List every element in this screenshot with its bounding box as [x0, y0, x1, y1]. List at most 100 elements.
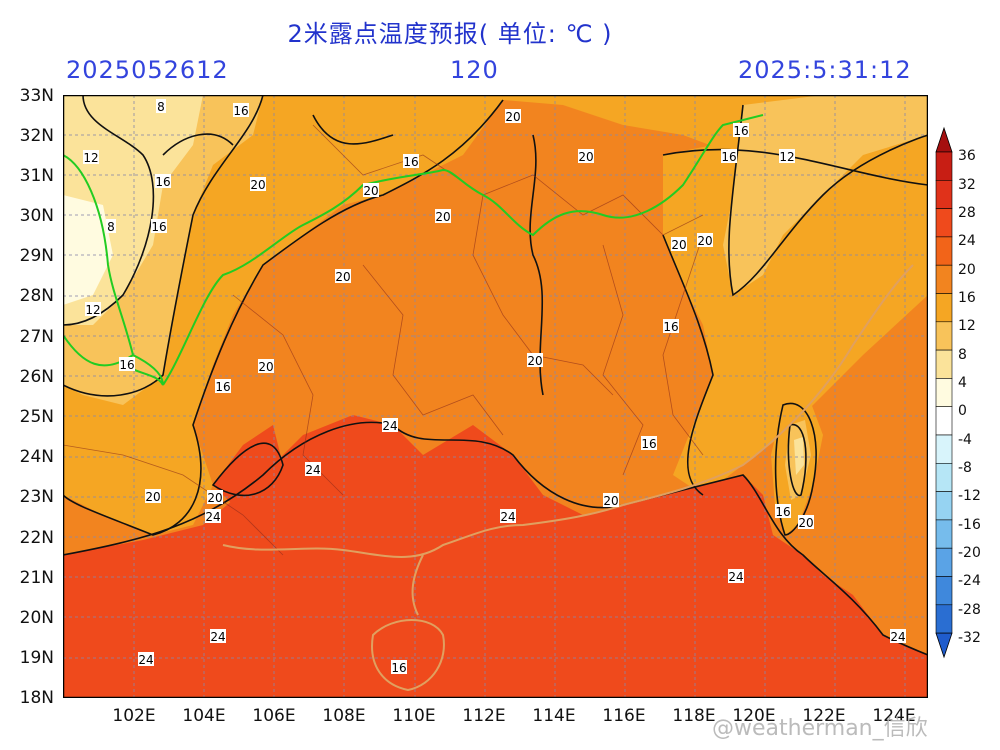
- svg-text:24: 24: [205, 510, 220, 524]
- lat-label: 32N: [19, 126, 54, 146]
- svg-text:16: 16: [733, 124, 748, 138]
- colorbar-label: -32: [958, 630, 981, 646]
- svg-text:20: 20: [527, 354, 542, 368]
- colorbar-cell: [935, 236, 953, 266]
- forecast-hour: 120: [450, 56, 499, 84]
- contour-label: 20: [527, 353, 543, 368]
- svg-text:12: 12: [83, 151, 98, 165]
- svg-text:16: 16: [721, 150, 736, 164]
- lon-label: 112E: [462, 706, 506, 726]
- lat-label: 31N: [19, 166, 54, 186]
- svg-text:20: 20: [207, 491, 222, 505]
- svg-text:24: 24: [728, 570, 743, 584]
- svg-text:16: 16: [775, 505, 790, 519]
- contour-label: 20: [603, 493, 619, 508]
- colorbar-cell: [935, 349, 953, 379]
- map-frame: [63, 95, 928, 698]
- colorbar-label: 24: [958, 233, 976, 249]
- lat-label: 25N: [19, 407, 54, 427]
- colorbar-top-arrow: [935, 126, 953, 153]
- svg-text:16: 16: [663, 320, 678, 334]
- svg-text:12: 12: [779, 150, 794, 164]
- colorbar-cell: [935, 293, 953, 323]
- contour-label: 16: [733, 123, 749, 138]
- contour-label: 8: [106, 219, 116, 234]
- watermark: @weatherman_信欣: [712, 716, 928, 741]
- colorbar-bottom-arrow: [935, 632, 953, 659]
- fill-16-20: [63, 95, 928, 535]
- colorbar-label: 0: [958, 403, 967, 419]
- lon-label: 114E: [532, 706, 576, 726]
- svg-text:24: 24: [500, 510, 515, 524]
- colorbar-label: -20: [958, 545, 981, 561]
- contour-label: 24: [890, 629, 906, 644]
- contour-label: 24: [138, 652, 154, 667]
- lat-label: 24N: [19, 447, 54, 467]
- svg-text:20: 20: [435, 210, 450, 224]
- lon-label: 104E: [182, 706, 226, 726]
- svg-text:24: 24: [382, 419, 397, 433]
- contour-label: 16: [641, 436, 657, 451]
- svg-text:16: 16: [151, 220, 166, 234]
- svg-text:16: 16: [391, 661, 406, 675]
- contour-label: 24: [205, 509, 221, 524]
- province-borders: [63, 124, 704, 556]
- init-time: 2025052612: [66, 56, 229, 84]
- fill-24-inland: [213, 425, 283, 505]
- colorbar-cell: [935, 604, 953, 634]
- contour-labels: 8 16 20 12 16 16 20 20 8 16 20 20 16 12 20 20 12 16 20 20 16…: [83, 99, 906, 675]
- colorbar-label: -24: [958, 573, 981, 589]
- contour-label: 16: [721, 149, 737, 164]
- svg-text:8: 8: [157, 100, 165, 114]
- colorbar-label: 32: [958, 177, 976, 193]
- lon-label: 122E: [802, 706, 846, 726]
- svg-text:20: 20: [250, 178, 265, 192]
- contour-label: 20: [798, 515, 814, 530]
- contour-label: 24: [305, 462, 321, 477]
- svg-text:24: 24: [138, 653, 153, 667]
- lat-label: 28N: [19, 286, 54, 306]
- contour-label: 16: [403, 154, 419, 169]
- lat-label: 18N: [19, 688, 54, 708]
- colorbar-cell: [935, 434, 953, 464]
- colorbar-cell: [935, 208, 953, 238]
- colorbar-cell: [935, 151, 953, 181]
- contour-label: 20: [363, 183, 379, 198]
- svg-text:20: 20: [363, 184, 378, 198]
- contour-label: 20: [505, 109, 521, 124]
- fill-12-16-ne: [723, 95, 928, 295]
- map-title: 2米露点温度预报( 单位: ℃ ): [287, 20, 613, 48]
- lat-label: 33N: [19, 86, 54, 106]
- colorbar-cells: [935, 126, 953, 659]
- contour-label: 20: [671, 237, 687, 252]
- svg-text:24: 24: [210, 630, 225, 644]
- contour-label: 20: [335, 269, 351, 284]
- colorbar-label: 4: [958, 375, 967, 391]
- colorbar-label: -28: [958, 602, 981, 618]
- lon-label: 116E: [602, 706, 646, 726]
- contour-label: 16: [391, 660, 407, 675]
- svg-text:20: 20: [603, 494, 618, 508]
- contour-label: 12: [779, 149, 795, 164]
- colorbar-cell: [935, 179, 953, 209]
- svg-text:16: 16: [155, 175, 170, 189]
- colorbar-cell: [935, 547, 953, 577]
- lon-label: 102E: [112, 706, 156, 726]
- contour-label: 20: [258, 359, 274, 374]
- contour-label: 16: [215, 379, 231, 394]
- colorbar-label: 36: [958, 148, 976, 164]
- contour-label: 24: [210, 629, 226, 644]
- fill-24-28: [63, 415, 928, 698]
- coastline: [222, 264, 914, 692]
- contour-label: 20: [207, 490, 223, 505]
- contour-label: 8: [156, 99, 166, 114]
- contour-label: 12: [85, 302, 101, 317]
- contour-label: 16: [663, 319, 679, 334]
- contour-label: 20: [435, 209, 451, 224]
- lat-label: 21N: [19, 568, 54, 588]
- svg-text:20: 20: [671, 238, 686, 252]
- colorbar-cell: [935, 519, 953, 549]
- colorbar-cell: [935, 491, 953, 521]
- colorbar-cell: [935, 462, 953, 492]
- contour-label: 24: [728, 569, 744, 584]
